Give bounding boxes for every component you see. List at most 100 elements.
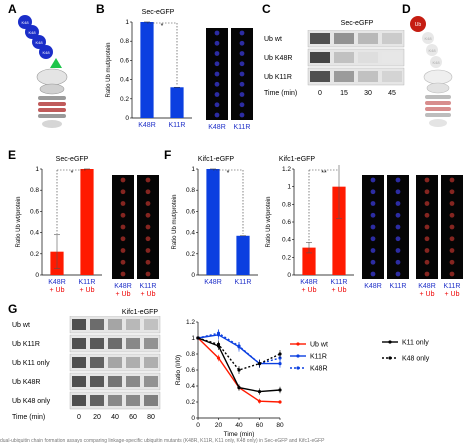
y-axis-label: Ratio Ub wt/protein	[16, 196, 22, 247]
data-point	[257, 399, 262, 403]
y-tick-label: 0.6	[282, 219, 291, 226]
cell-spot	[370, 248, 376, 253]
data-point	[237, 344, 241, 348]
x-tick-label: 20	[215, 422, 223, 429]
blot-band	[144, 395, 158, 406]
blot-band	[144, 357, 158, 368]
y-tick-label: 0	[287, 272, 291, 279]
significance-marker: *	[71, 170, 74, 177]
blot-band	[144, 376, 158, 387]
x-tick-label: K11R	[331, 279, 348, 286]
cell-spot	[214, 112, 220, 118]
chart-f2: 0 0.2 0.4 0.6 0.8 1 1.2 Ratio Ub wt/protein K48R…	[266, 165, 354, 294]
blot-band	[72, 319, 86, 330]
cell-spot	[395, 236, 401, 242]
y-tick-label: 0.2	[30, 251, 39, 258]
x-tick-label: 40	[235, 422, 243, 429]
cell-spot	[424, 212, 430, 218]
blot-band	[310, 33, 330, 44]
y-tick-label: 0.6	[30, 208, 39, 215]
blot-g: Ub wt Ub K11R Ub K11 only Ub K48R Ub K48 onl…	[12, 316, 161, 421]
x-tick-label: K11R	[235, 279, 252, 286]
chain-node-label: Ub	[415, 22, 422, 28]
blot-band	[108, 357, 122, 368]
image-label: K11R	[390, 283, 407, 290]
cell-spot	[214, 51, 220, 56]
blot-band	[126, 395, 140, 406]
cell-spot	[145, 236, 151, 242]
data-point	[237, 386, 241, 390]
chart-f1: 0 0.2 0.4 0.6 0.8 1 Ratio Ub mut/protein K48R K1…	[172, 166, 258, 286]
y-tick-label: 0	[191, 415, 195, 422]
blot-row-label: Ub K48R	[264, 55, 292, 62]
blot-band	[126, 338, 140, 349]
blot-band	[108, 395, 122, 406]
cell-spot	[449, 189, 455, 195]
blot-band	[310, 71, 330, 82]
cell-spot	[370, 212, 376, 218]
cell-spot	[449, 177, 455, 183]
x-axis-label: Time (min)	[224, 431, 255, 438]
cell-spot	[449, 271, 455, 277]
cell-spot	[239, 30, 245, 36]
x-tick-sublabel: + Ub	[332, 287, 347, 294]
blot-row-label: Ub K48R	[12, 379, 40, 386]
x-tick-label: K48R	[204, 279, 222, 286]
y-tick-label: 0.2	[186, 399, 195, 406]
cell-spot	[395, 177, 401, 183]
y-axis-label: Ratio (I/I0)	[175, 355, 182, 385]
chain-node-label: K48	[424, 36, 432, 41]
cell-spot	[145, 259, 151, 265]
blot-band	[72, 338, 86, 349]
significance-marker: *	[161, 23, 164, 30]
x-tick-sublabel: + Ub	[302, 287, 317, 294]
blot-band	[72, 376, 86, 387]
cell-spot	[370, 189, 376, 195]
y-tick-label: 1	[35, 166, 39, 173]
x-tick-sublabel: + Ub	[80, 287, 95, 294]
y-tick-label: 0.4	[186, 230, 195, 237]
blot-strip	[307, 48, 405, 67]
cell-spot	[214, 71, 220, 77]
time-tick-label: 30	[364, 90, 372, 97]
image-label: K11R	[234, 124, 251, 131]
data-point	[278, 388, 282, 392]
y-tick-label: 0	[191, 272, 195, 279]
cell-spot	[145, 271, 151, 277]
blot-band	[90, 395, 104, 406]
cell-spot	[145, 224, 151, 230]
x-tick-label: K48R	[48, 279, 66, 286]
data-point	[196, 336, 200, 340]
y-tick-label: 0.4	[120, 77, 129, 84]
y-tick-label: 0.2	[282, 254, 291, 261]
panel-label-a: A	[8, 2, 17, 16]
cell-spot	[239, 51, 245, 56]
time-tick-label: 40	[111, 414, 119, 421]
blot-band	[126, 376, 140, 387]
panel-label-b: B	[96, 2, 105, 16]
legend-marker	[388, 356, 392, 360]
blot-band	[72, 357, 86, 368]
cell-spot	[145, 189, 151, 195]
cell-spot	[395, 248, 401, 253]
cell-spot	[370, 201, 376, 206]
data-point	[216, 342, 221, 346]
blot-band	[334, 52, 354, 63]
image-label: K48R	[364, 283, 382, 290]
cell-spot	[449, 201, 455, 206]
time-tick-label: 80	[147, 414, 155, 421]
cell-spot	[449, 212, 455, 218]
blot-band	[90, 319, 104, 330]
panel-c-title: Sec-eGFP	[340, 20, 374, 27]
x-tick-label: K48R	[138, 122, 156, 129]
y-tick-label: 0	[35, 272, 39, 279]
cell-spot	[370, 177, 376, 183]
legend-marker	[388, 340, 392, 344]
cell-spot	[145, 201, 151, 206]
blot-strip	[307, 30, 405, 48]
cell-spot	[449, 236, 455, 242]
cell-spot	[424, 248, 430, 253]
cell-spot	[370, 259, 376, 265]
